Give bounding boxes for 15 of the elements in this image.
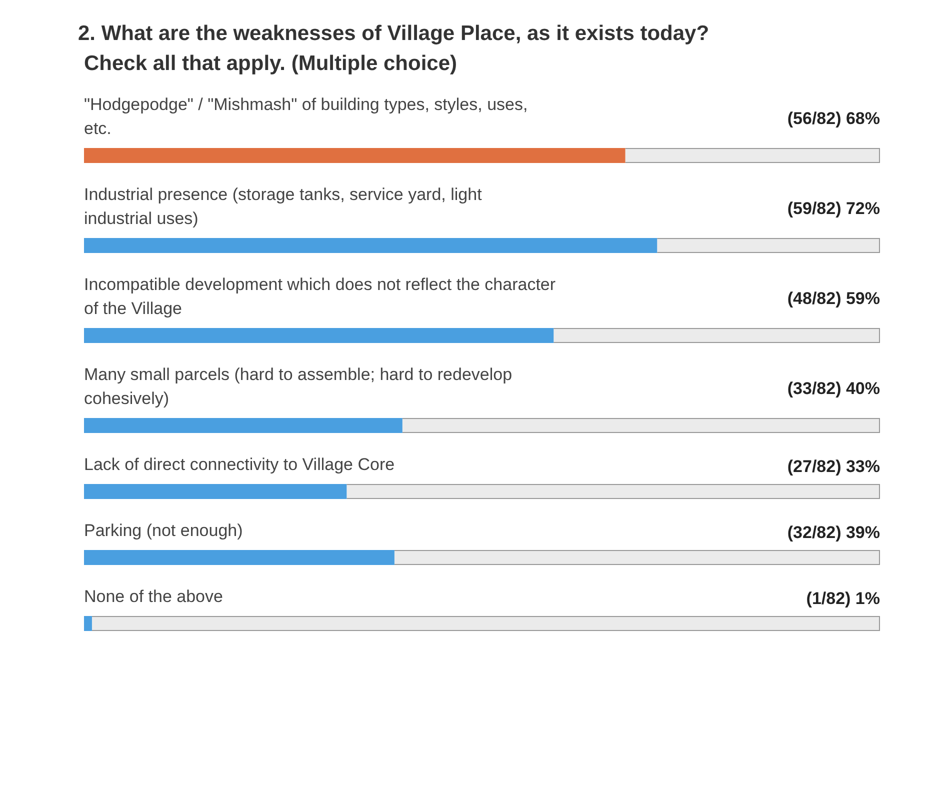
data-label: (56/82) 68%	[787, 109, 880, 128]
data-label: (33/82) 40%	[787, 379, 880, 398]
chart-title: 2. What are the weaknesses of Village Place, as it exists today? Check all that apply. (Multiple choice)	[78, 22, 710, 75]
y-tick-label: Parking (not enough)	[84, 521, 243, 540]
y-tick-label: Incompatible development which does not reflect the character of the Village	[84, 275, 556, 318]
data-label: (1/82) 1%	[806, 589, 880, 608]
y-tick-label: Lack of direct connectivity to Village Core	[84, 455, 395, 474]
y-tick-label: "Hodgepodge" / "Mishmash" of building types, styles, uses, etc.	[84, 95, 528, 138]
data-label: (48/82) 59%	[787, 289, 880, 308]
y-tick-label: None of the above	[84, 587, 223, 606]
y-tick-label: Industrial presence (storage tanks, service yard, light industrial uses)	[84, 185, 482, 228]
y-tick-label: Many small parcels (hard to assemble; hard to redevelop cohesively)	[84, 365, 512, 408]
data-label: (32/82) 39%	[787, 523, 880, 542]
data-label: (27/82) 33%	[787, 457, 880, 476]
data-label: (59/82) 72%	[787, 199, 880, 218]
